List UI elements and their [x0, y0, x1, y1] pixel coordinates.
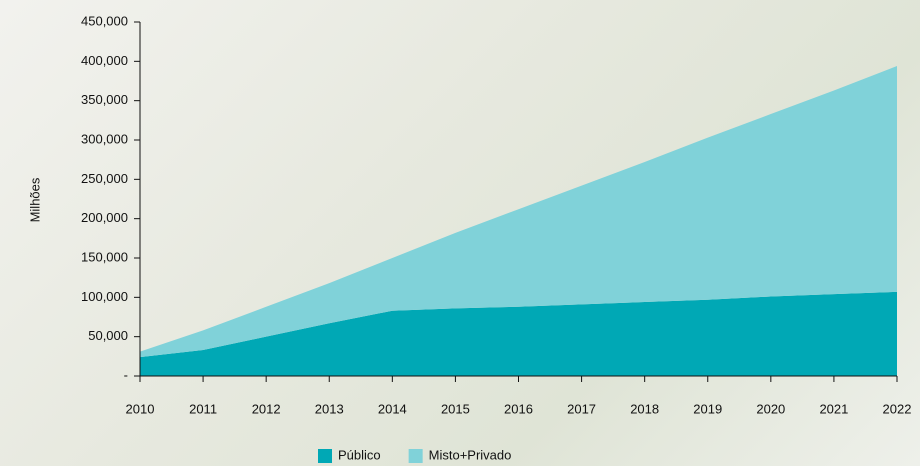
- y-tick-label: 150,000: [81, 249, 128, 264]
- y-tick-label: 350,000: [81, 92, 128, 107]
- y-tick-label: 450,000: [81, 13, 128, 28]
- x-tick-label: 2021: [819, 401, 848, 416]
- y-tick-label: 200,000: [81, 210, 128, 225]
- x-tick-label: 2013: [315, 401, 344, 416]
- y-tick-label: 100,000: [81, 289, 128, 304]
- x-tick-label: 2015: [441, 401, 470, 416]
- x-tick-label: 2010: [126, 401, 155, 416]
- area: [140, 291, 897, 376]
- legend-label: Público: [338, 447, 381, 462]
- x-tick-label: 2016: [504, 401, 533, 416]
- x-tick-label: 2012: [252, 401, 281, 416]
- x-tick-label: 2019: [693, 401, 722, 416]
- legend-swatch: [408, 449, 423, 463]
- y-tick-label: 50,000: [88, 328, 128, 343]
- x-tick-label: 2018: [630, 401, 659, 416]
- y-axis-label: Milhões: [27, 177, 42, 222]
- x-tick-label: 2011: [189, 401, 217, 416]
- x-tick-label: 2022: [883, 401, 912, 416]
- x-tick-label: 2020: [756, 401, 785, 416]
- legend-label: Misto+Privado: [429, 447, 512, 462]
- y-tick-label: 250,000: [81, 171, 128, 186]
- y-tick-label: 300,000: [81, 131, 128, 146]
- x-tick-label: 2017: [567, 401, 596, 416]
- area: [140, 66, 897, 358]
- y-tick-label: 400,000: [81, 53, 128, 68]
- y-tick-label: -: [124, 367, 128, 382]
- x-tick-label: 2014: [378, 401, 407, 416]
- legend-swatch: [318, 449, 332, 463]
